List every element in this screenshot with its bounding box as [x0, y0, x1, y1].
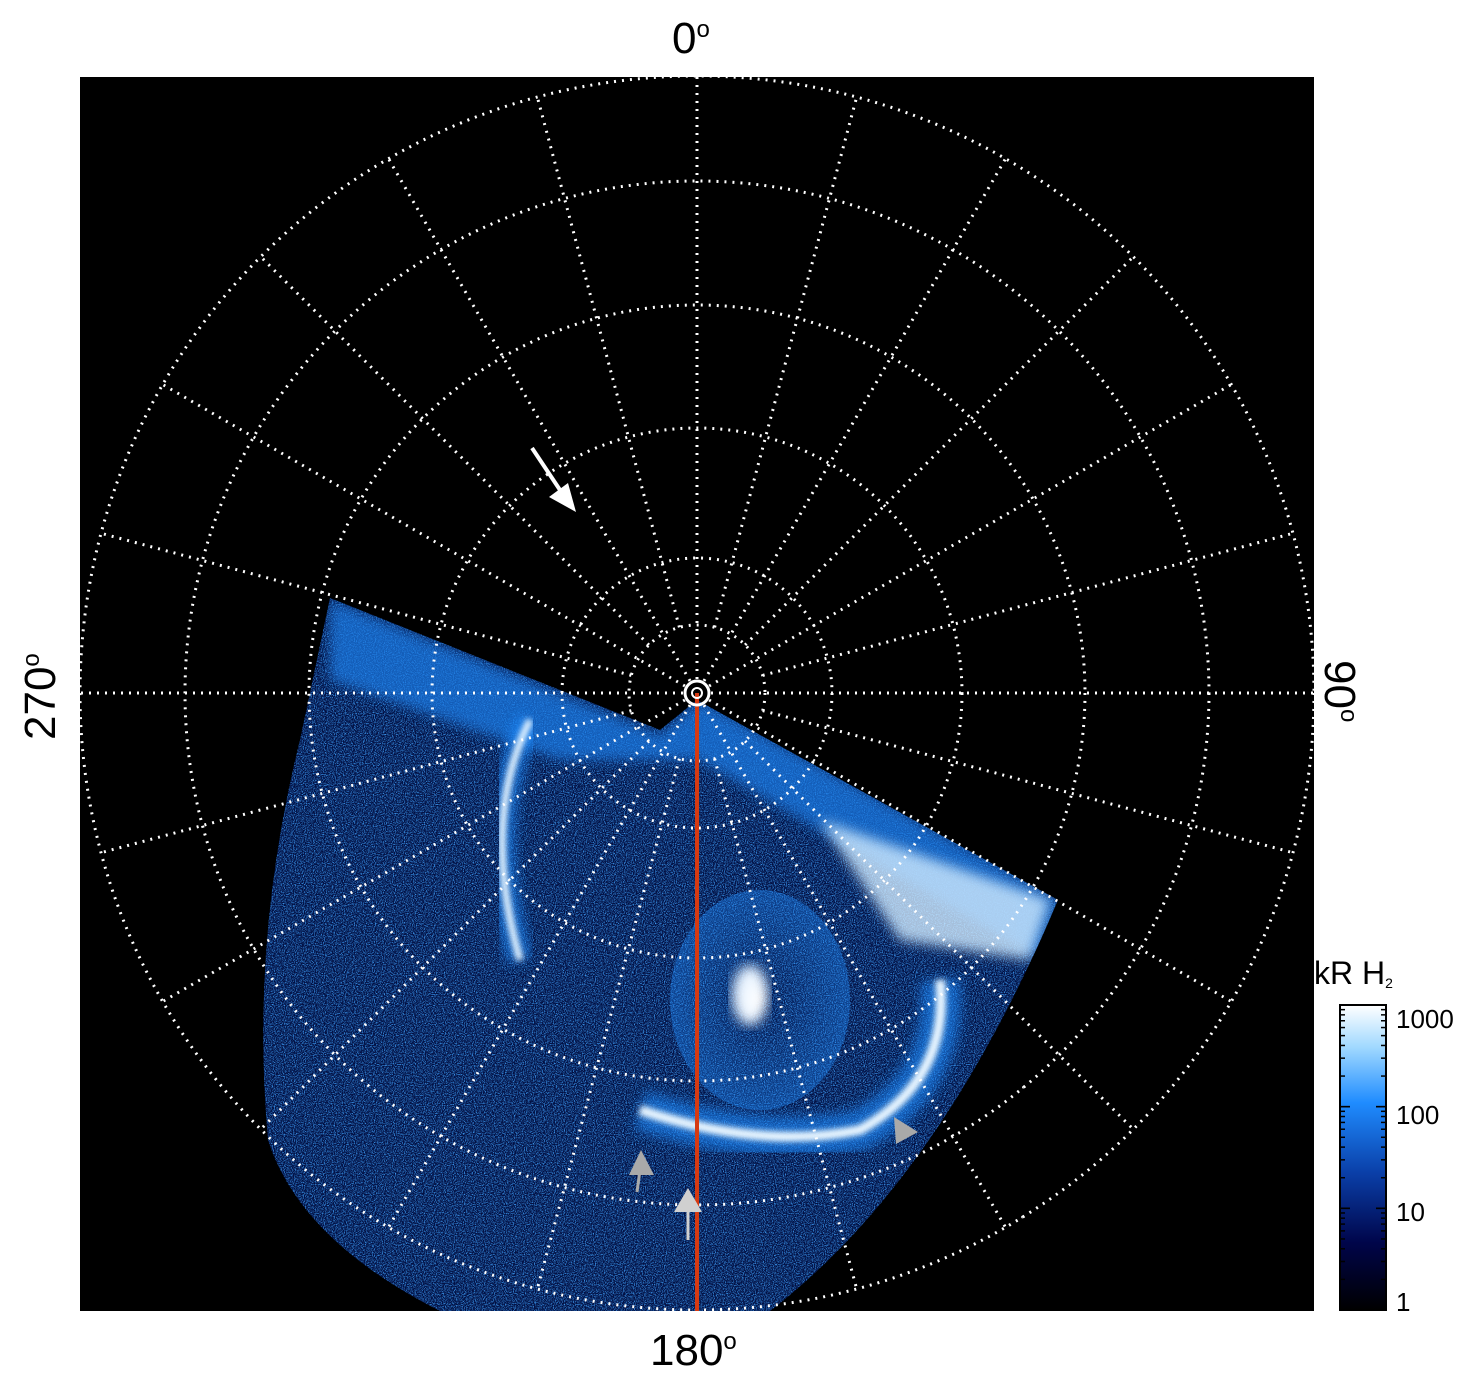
colorbar-tick-label: 10: [1396, 1197, 1425, 1227]
colorbar-title: kR H2: [1314, 955, 1393, 991]
grid-meridian: [535, 96, 681, 628]
colorbar-tick-label: 1: [1396, 1287, 1411, 1317]
grid-meridian: [259, 255, 650, 646]
grid-meridian: [100, 709, 632, 855]
colorbar-tick-label: 100: [1396, 1100, 1440, 1130]
up-arrow-icon: [629, 1150, 654, 1193]
down-right-arrow-icon: [530, 446, 576, 512]
grid-meridian: [535, 758, 681, 1290]
colorbar: [1339, 1004, 1387, 1311]
grid-meridian: [713, 758, 859, 1290]
right-arrow-icon: [894, 1117, 918, 1144]
grid-meridian: [713, 96, 859, 628]
up-arrow-icon: [674, 1188, 702, 1240]
grid-meridian: [762, 531, 1294, 677]
grid-meridian: [744, 740, 1135, 1131]
grid-meridian: [762, 709, 1294, 855]
axis-label-left: 270o: [16, 653, 65, 740]
colorbar-tick-label: 1000: [1396, 1004, 1454, 1034]
pole-marker: [683, 679, 711, 707]
grid-meridian: [744, 255, 1135, 646]
grid-meridian: [259, 740, 650, 1131]
axis-label-right: 90o: [1315, 660, 1364, 723]
grid-meridian: [100, 531, 632, 677]
axis-label-top: 0o: [672, 14, 710, 63]
grid-circle: [627, 623, 767, 763]
axis-label-bottom: 180o: [650, 1326, 737, 1375]
